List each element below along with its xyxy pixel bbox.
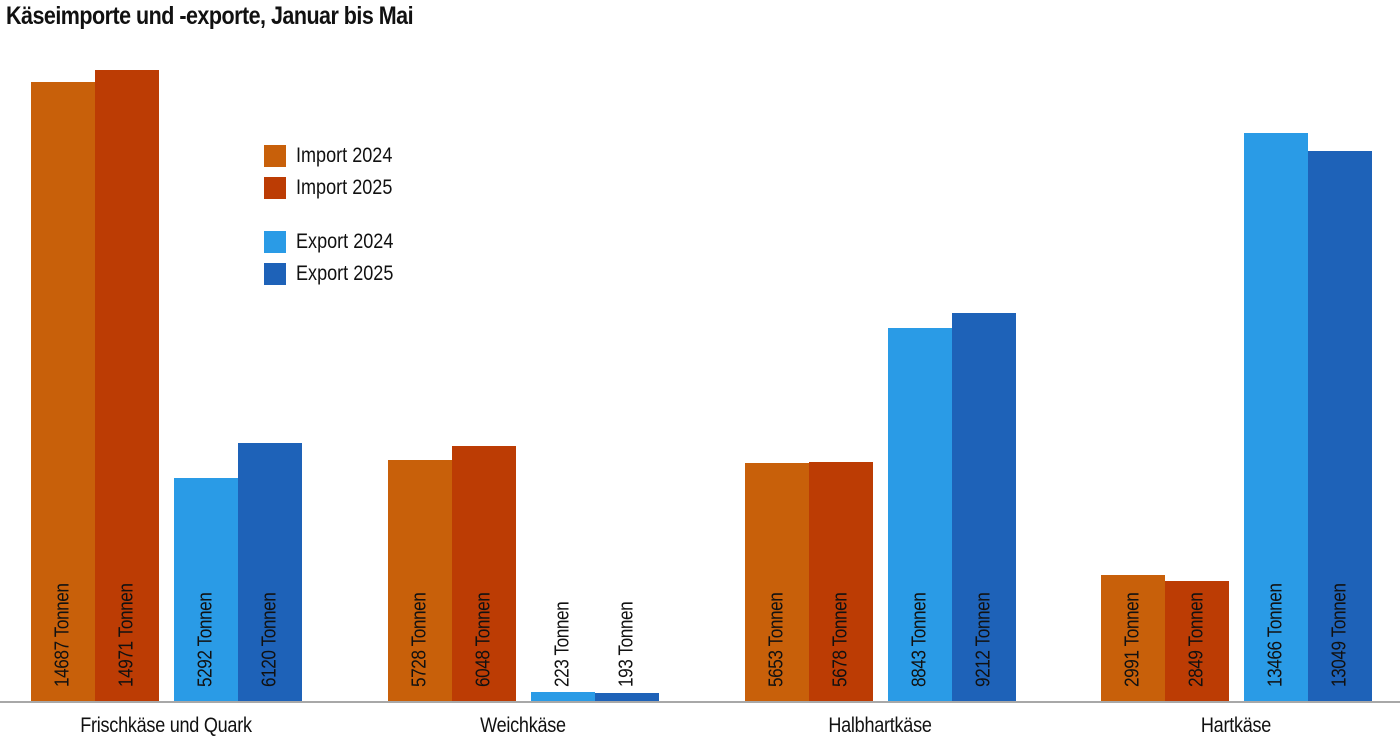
legend-item: Export 2024	[264, 230, 409, 254]
bar-value-label: 5653 Tonnen	[765, 592, 788, 687]
bar: 14971 Tonnen	[95, 70, 159, 701]
bar: 193 Tonnen	[595, 602, 659, 701]
bar: 223 Tonnen	[531, 602, 595, 701]
bar: 14687 Tonnen	[31, 82, 95, 701]
bar-value-label: 6048 Tonnen	[472, 592, 495, 687]
bar: 2849 Tonnen	[1165, 581, 1229, 701]
bar-value-label: 5292 Tonnen	[194, 592, 217, 687]
bar-value-label: 13049 Tonnen	[1328, 583, 1351, 687]
bar: 13466 Tonnen	[1244, 133, 1308, 701]
bar: 5678 Tonnen	[809, 462, 873, 701]
legend-item: Import 2024	[264, 144, 408, 168]
legend-label: Export 2025	[296, 262, 394, 285]
bar: 2991 Tonnen	[1101, 575, 1165, 701]
bar-value-label: 5728 Tonnen	[408, 592, 431, 687]
category-label: Halbhartkäse	[828, 714, 932, 737]
bar-value-label: 8843 Tonnen	[908, 592, 931, 687]
legend-swatch-icon	[264, 145, 286, 167]
category-label: Hartkäse	[1200, 714, 1272, 737]
bar-value-label: 13466 Tonnen	[1264, 583, 1287, 687]
bar: 5292 Tonnen	[174, 478, 238, 701]
chart-title: Käseimporte und -exporte, Januar bis Mai	[6, 2, 414, 30]
legend-label: Import 2025	[296, 176, 393, 199]
bar-value-label: 14687 Tonnen	[51, 583, 74, 687]
bar-value-label: 6120 Tonnen	[258, 592, 281, 687]
bar: 8843 Tonnen	[888, 328, 952, 701]
x-axis-baseline	[0, 701, 1400, 703]
legend-item: Import 2025	[264, 176, 408, 200]
legend-swatch-icon	[264, 231, 286, 253]
category-label: Weichkäse	[480, 714, 566, 737]
bar-value-label: 2991 Tonnen	[1121, 592, 1144, 687]
bar: 6048 Tonnen	[452, 446, 516, 701]
legend-label: Export 2024	[296, 230, 394, 253]
bar-value-label: 9212 Tonnen	[972, 592, 995, 687]
bar-value-label: 193 Tonnen	[615, 601, 638, 687]
bar-value-label: 5678 Tonnen	[829, 592, 852, 687]
bar: 5728 Tonnen	[388, 460, 452, 701]
bar-value-label: 2849 Tonnen	[1185, 592, 1208, 687]
bar: 13049 Tonnen	[1308, 151, 1372, 701]
bar: 5653 Tonnen	[745, 463, 809, 701]
bar: 6120 Tonnen	[238, 443, 302, 701]
legend-label: Import 2024	[296, 144, 393, 167]
bar-value-label: 223 Tonnen	[551, 601, 574, 687]
bar: 9212 Tonnen	[952, 313, 1016, 701]
legend-item: Export 2025	[264, 262, 409, 286]
category-label: Frischkäse und Quark	[80, 714, 252, 737]
bar-value-label: 14971 Tonnen	[115, 583, 138, 687]
legend-swatch-icon	[264, 177, 286, 199]
legend-swatch-icon	[264, 263, 286, 285]
